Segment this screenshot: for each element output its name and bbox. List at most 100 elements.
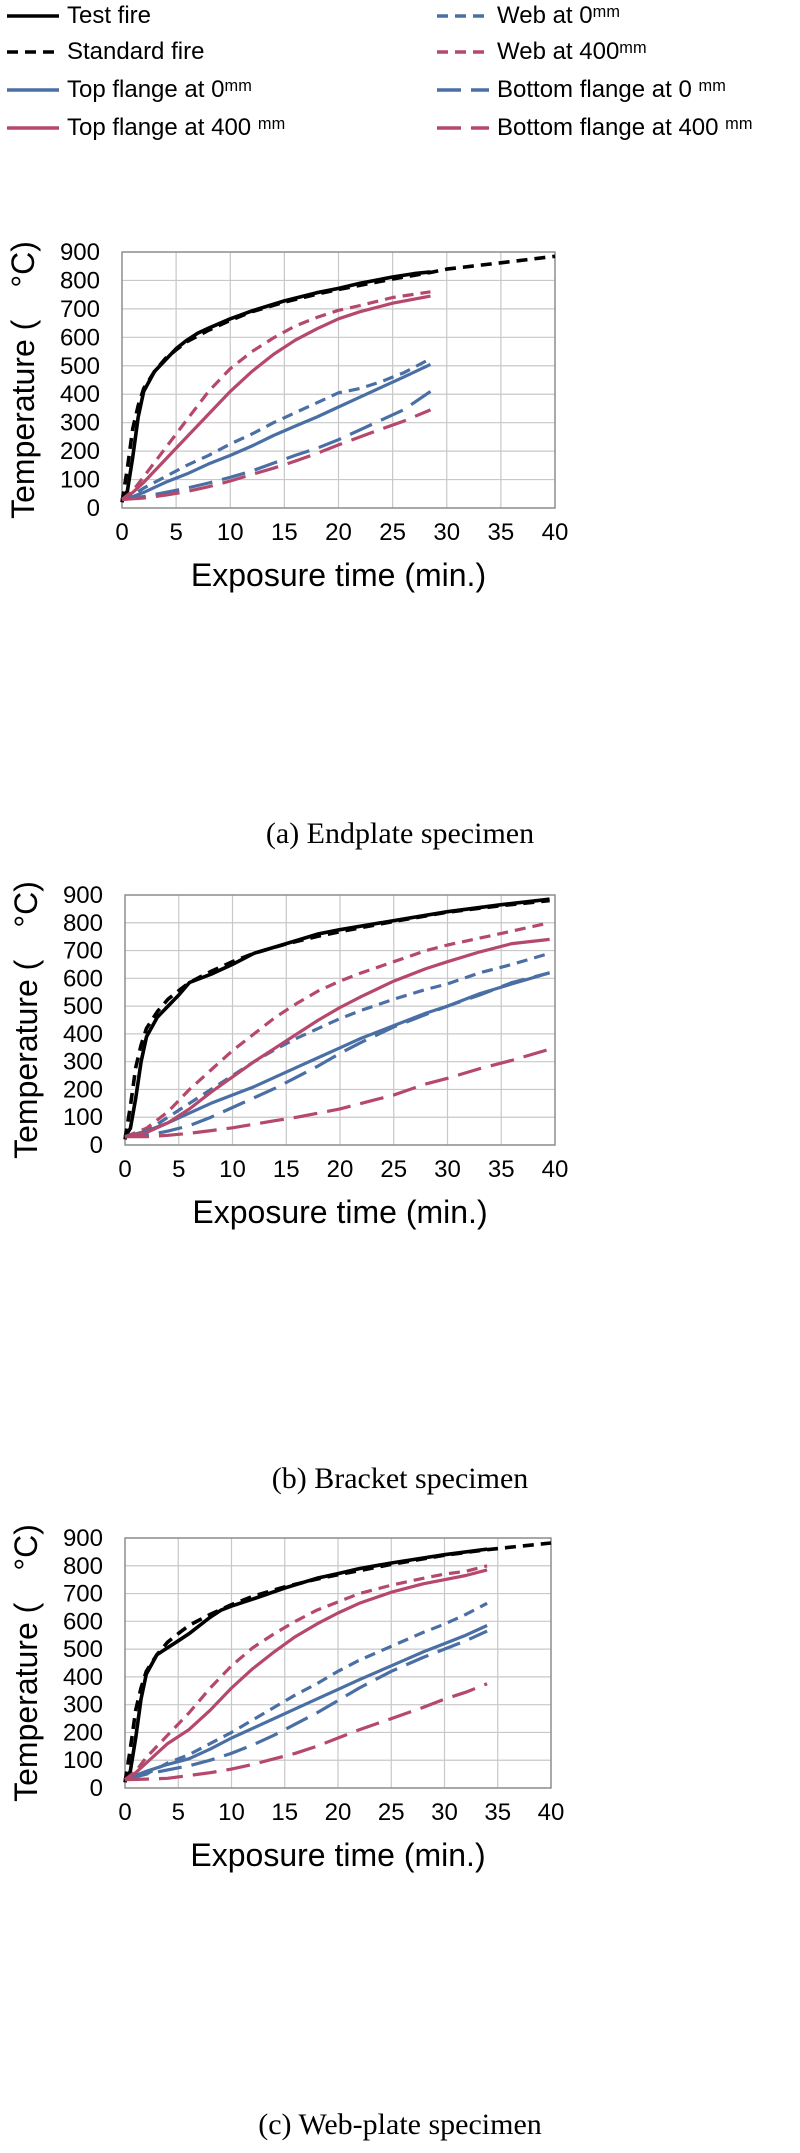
y-tick-label: 700: [63, 938, 103, 965]
series-line-top-flange-at-0: [124, 971, 551, 1139]
series-line-web-at-400: [124, 1564, 488, 1781]
series-line-web-at-400: [124, 921, 550, 1139]
x-tick-label: 5: [172, 1799, 185, 1826]
chart-panel-webplate: 0 100 200 300 400 500 600 700 800 900 0 5 10 15 20 25 30…: [0, 1512, 800, 2153]
x-tick-label: 30: [433, 519, 460, 546]
series-line-bottom-flange-at-400: [124, 1682, 488, 1782]
plot-area-border: [121, 251, 556, 509]
legend-item-bottom-flange-at-0: Bottom flange at 0 ᵐᵐ: [435, 75, 795, 105]
x-tick-label: 25: [379, 519, 406, 546]
x-tick-label: 0: [115, 519, 128, 546]
y-tick-label: 300: [63, 1692, 103, 1719]
series-line-standard-fire: [123, 1541, 552, 1783]
legend-swatch: [437, 88, 489, 92]
y-tick-label: 200: [63, 1076, 103, 1103]
series-line-bottom-flange-at-400: [125, 1047, 551, 1139]
legend-swatch: [7, 88, 59, 92]
y-tick-label: 500: [60, 353, 100, 380]
legend-label: Top flange at 0ᵐᵐ: [67, 76, 252, 103]
x-tick-label: 10: [217, 519, 244, 546]
x-tick-label: 10: [218, 1799, 245, 1826]
series-line-bottom-flange-at-0: [124, 971, 550, 1139]
y-axis-label: Temperature ( °C): [8, 881, 44, 1159]
x-tick-label: 35: [488, 519, 515, 546]
y-tick-label: 500: [63, 1636, 103, 1663]
x-tick-label: 20: [325, 1799, 352, 1826]
series-line-top-flange-at-400: [124, 937, 550, 1139]
x-tick-label: 5: [172, 1156, 185, 1183]
legend-item-top-flange-at-400: Top flange at 400 ᵐᵐ: [5, 113, 365, 143]
y-tick-label: 100: [60, 467, 100, 494]
series-line-bottom-flange-at-0: [124, 1629, 488, 1782]
y-tick-label: 600: [60, 324, 100, 351]
y-tick-label: 900: [63, 1525, 103, 1552]
series-line-top-flange-at-400: [124, 1568, 488, 1782]
x-tick-label: 5: [169, 519, 182, 546]
y-tick-label: 900: [60, 239, 100, 266]
series-line-web-at-0: [124, 951, 551, 1139]
y-tick-label: 300: [63, 1049, 103, 1076]
legend-item-standard-fire: Standard fire: [5, 37, 365, 67]
x-axis-label: Exposure time (min.): [192, 1194, 487, 1230]
y-tick-label: 200: [60, 438, 100, 465]
y-tick-label: 800: [60, 267, 100, 294]
legend-item-bottom-flange-at-400: Bottom flange at 400 ᵐᵐ: [435, 113, 795, 143]
y-tick-label: 200: [63, 1719, 103, 1746]
legend-item-test-fire: Test fire: [5, 1, 365, 31]
chart-panel-endplate: 0 100 200 300 400 500 600 700 800 900 0 5 10 15 20 25 30…: [0, 232, 800, 872]
x-tick-label: 15: [273, 1156, 300, 1183]
legend-swatch: [437, 50, 489, 54]
x-tick-label: 0: [118, 1799, 131, 1826]
legend-label: Bottom flange at 0 ᵐᵐ: [497, 76, 726, 103]
y-tick-label: 600: [63, 1608, 103, 1635]
series-line-standard-fire: [120, 254, 556, 503]
legend-swatch: [437, 126, 489, 130]
x-axis-label: Exposure time (min.): [191, 557, 486, 593]
y-tick-label: 0: [90, 1132, 103, 1159]
series-line-test-fire: [120, 270, 431, 501]
y-tick-label: 100: [63, 1747, 103, 1774]
y-tick-label: 600: [63, 965, 103, 992]
x-tick-label: 15: [271, 519, 298, 546]
caption-endplate: (a) Endplate specimen: [265, 817, 535, 850]
series-lines: [123, 1541, 552, 1783]
chart-legend: Test fire Web at 0ᵐᵐ Standard fire Web at 4…: [0, 0, 800, 210]
x-tick-label: 15: [271, 1799, 298, 1826]
x-tick-label: 40: [542, 519, 569, 546]
x-tick-label: 40: [542, 1156, 569, 1183]
x-tick-label: 20: [327, 1156, 354, 1183]
x-tick-label: 0: [118, 1156, 131, 1183]
series-lines: [120, 254, 556, 503]
gridlines: [121, 251, 556, 509]
x-tick-label: 30: [434, 1156, 461, 1183]
series-line-top-flange-at-400: [121, 294, 431, 501]
y-tick-label: 0: [87, 495, 100, 522]
series-line-top-flange-at-0: [124, 1624, 488, 1782]
caption-bracket: (b) Bracket specimen: [271, 1462, 529, 1495]
y-axis-label: Temperature ( °C): [5, 241, 41, 519]
x-tick-label: 40: [538, 1799, 565, 1826]
chart-panel-bracket: 0 100 200 300 400 500 600 700 800 900 0 5 10 15 20 25 30…: [0, 872, 800, 1512]
x-tick-label: 10: [219, 1156, 246, 1183]
legend-swatch: [7, 50, 59, 54]
x-tick-label: 30: [431, 1799, 458, 1826]
series-line-web-at-0: [121, 357, 432, 501]
y-tick-label: 900: [63, 882, 103, 909]
caption-webplate: (c) Web-plate specimen: [258, 2108, 542, 2141]
y-tick-label: 700: [63, 1581, 103, 1608]
series-line-web-at-0: [124, 1601, 488, 1782]
series-line-top-flange-at-0: [121, 362, 432, 502]
x-tick-label: 35: [484, 1799, 511, 1826]
legend-label: Top flange at 400 ᵐᵐ: [67, 114, 286, 141]
legend-item-web-at-0: Web at 0ᵐᵐ: [435, 1, 795, 31]
legend-item-web-at-400: Web at 400ᵐᵐ: [435, 37, 795, 67]
y-axis-label: Temperature ( °C): [8, 1524, 44, 1802]
legend-label: Test fire: [67, 2, 152, 29]
series-line-bottom-flange-at-0: [121, 390, 432, 502]
y-tick-label: 100: [63, 1104, 103, 1131]
